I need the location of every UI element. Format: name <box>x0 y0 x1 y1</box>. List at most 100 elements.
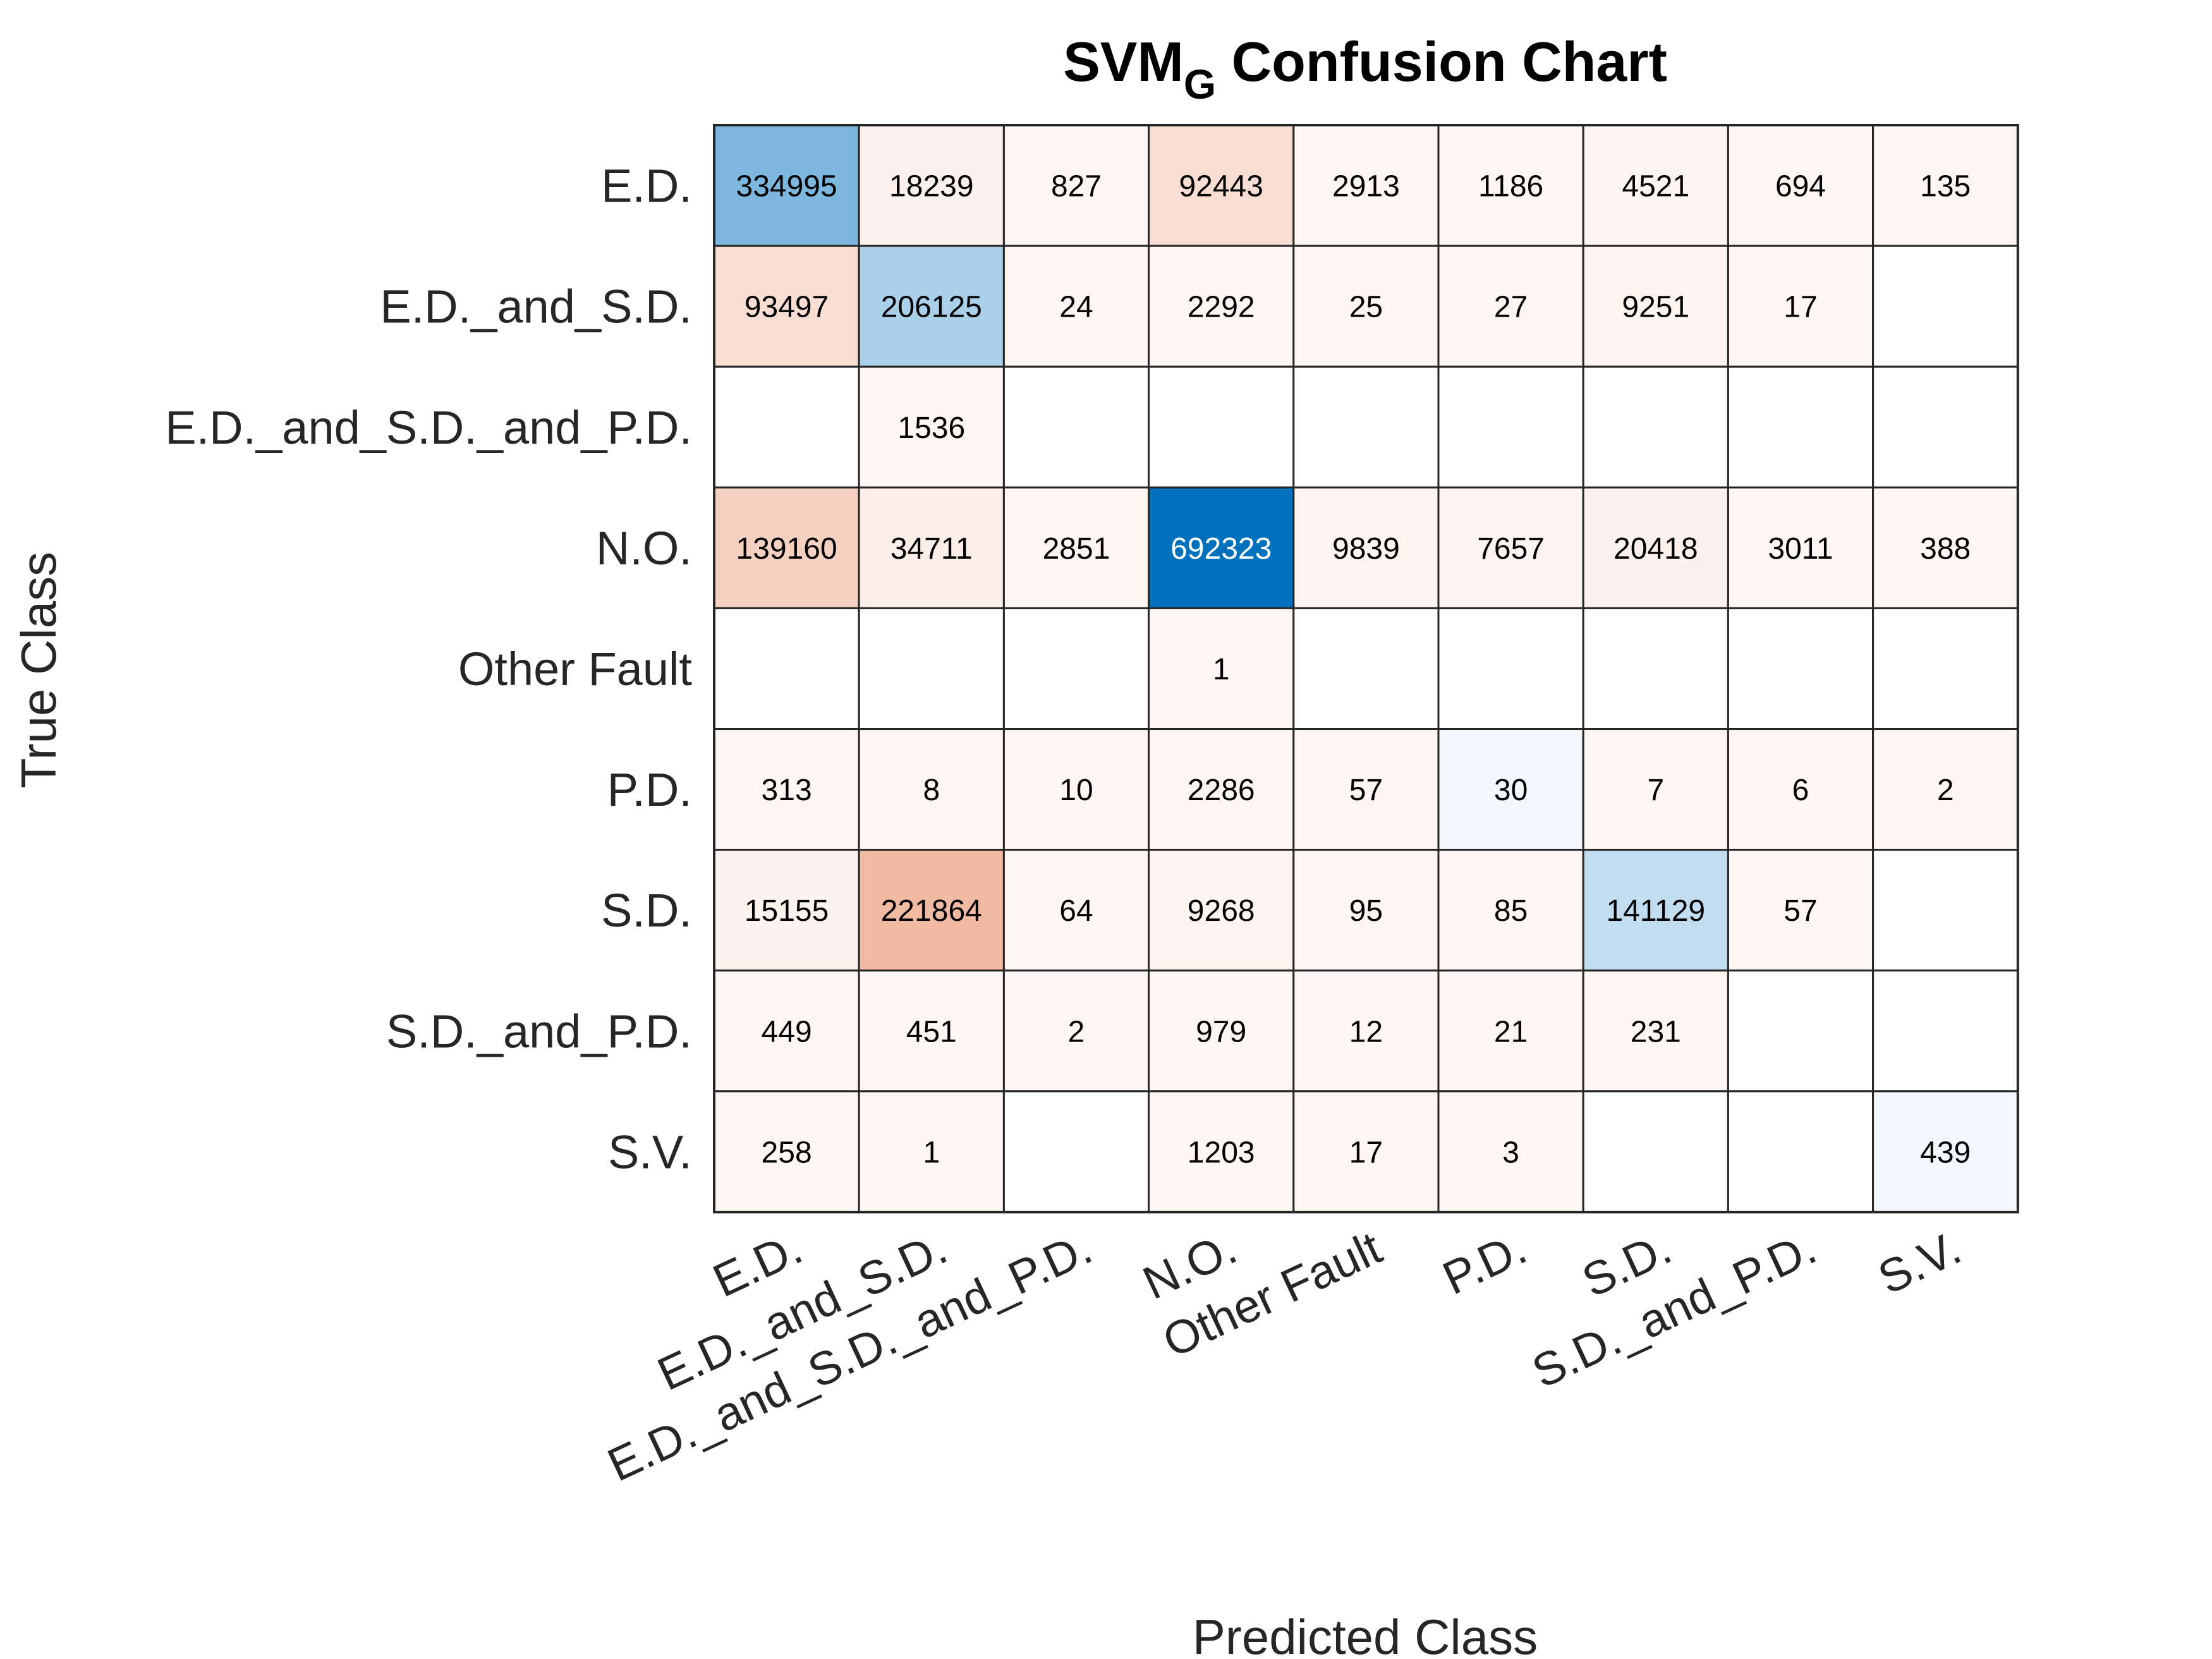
heatmap-cell <box>1148 124 1295 247</box>
heatmap-cell <box>1582 365 1729 489</box>
cell-value-label: 2913 <box>1332 170 1400 204</box>
heatmap-cell <box>858 1090 1005 1213</box>
cell-value-label: 827 <box>1051 170 1102 204</box>
cell-value-label: 8 <box>923 774 940 807</box>
heatmap-cell <box>858 365 1005 489</box>
heatmap-cell <box>1872 728 2019 851</box>
cell-value-label: 17 <box>1784 291 1817 324</box>
cell-value-label: 9839 <box>1332 532 1400 566</box>
cell-value-label: 231 <box>1631 1015 1681 1048</box>
cell-value-label: 206125 <box>881 291 982 324</box>
cell-value-label: 1 <box>1213 653 1230 686</box>
chart-title-text: SVMG Confusion Chart <box>1063 30 1667 107</box>
cell-value-label: 64 <box>1059 894 1093 928</box>
cell-value-label: 313 <box>762 774 812 807</box>
chart-title: SVMG Confusion Chart <box>1063 30 1667 107</box>
heatmap-cell <box>1148 365 1295 489</box>
y-tick-label: E.D._and_S.D. <box>380 281 692 333</box>
cell-value-label: 334995 <box>736 170 837 204</box>
cell-value-label: 449 <box>762 1015 812 1048</box>
heatmap-cell <box>1148 486 1295 609</box>
heatmap-cell <box>858 124 1005 247</box>
heatmap-cell <box>1002 849 1150 972</box>
x-tick-label: S.D._and_P.D. <box>1524 1221 1824 1398</box>
cell-value-label: 15155 <box>744 894 829 928</box>
cell-value-label: 9268 <box>1188 894 1255 928</box>
heatmap-cell <box>1437 607 1584 731</box>
heatmap-cell <box>1002 245 1150 368</box>
cell-value-label: 694 <box>1775 170 1826 204</box>
heatmap-cell <box>1292 607 1440 731</box>
heatmap-cell <box>1727 245 1875 368</box>
x-tick-label: S.V. <box>1870 1221 1969 1304</box>
cell-value-label: 27 <box>1494 291 1528 324</box>
y-axis-label: True Class <box>11 552 66 788</box>
cell-value-label: 2292 <box>1188 291 1255 324</box>
cell-value-label: 20418 <box>1613 532 1698 566</box>
cell-value-label: 7657 <box>1477 532 1545 566</box>
cell-value-label: 12 <box>1349 1015 1383 1048</box>
heatmap-cell <box>713 607 860 731</box>
heatmap-cell <box>1292 365 1440 489</box>
heatmap-cell <box>1437 124 1584 247</box>
y-tick-label: Other Fault <box>458 643 693 695</box>
cell-value-label: 25 <box>1349 291 1383 324</box>
y-tick-label: P.D. <box>607 763 692 816</box>
heatmap-cell <box>1292 849 1440 972</box>
heatmap-cell <box>1292 1090 1440 1213</box>
cell-value-label: 2 <box>1937 774 1954 807</box>
heatmap-cell <box>858 849 1005 972</box>
cell-value-label: 388 <box>1920 532 1971 566</box>
heatmap-cell <box>1002 969 1150 1093</box>
cell-value-label: 17 <box>1349 1136 1383 1169</box>
cell-value-label: 24 <box>1059 291 1093 324</box>
cell-value-label: 692323 <box>1170 532 1272 566</box>
cell-value-label: 258 <box>762 1136 812 1169</box>
heatmap-cell <box>713 124 860 247</box>
heatmap-cell <box>1002 607 1150 731</box>
cell-value-label: 7 <box>1647 774 1664 807</box>
heatmap-cell <box>713 245 860 368</box>
cell-value-label: 34711 <box>890 532 973 566</box>
cell-value-label: 141129 <box>1606 894 1705 928</box>
heatmap-cell <box>1002 365 1150 489</box>
cell-value-label: 85 <box>1494 894 1528 928</box>
heatmap-cell <box>1292 486 1440 609</box>
heatmap-cell <box>1872 486 2019 609</box>
cell-value-label: 6 <box>1792 774 1809 807</box>
heatmap-cell <box>713 486 860 609</box>
heatmap-cell <box>1582 1090 1729 1213</box>
cell-value-label: 93497 <box>744 291 829 324</box>
heatmap-cell <box>1148 969 1295 1093</box>
cell-value-label: 979 <box>1196 1015 1246 1048</box>
cell-value-label: 95 <box>1349 894 1383 928</box>
heatmap-cell <box>858 607 1005 731</box>
cell-value-label: 2 <box>1068 1015 1085 1048</box>
heatmap-cell <box>1727 1090 1875 1213</box>
x-tick-label: P.D. <box>1435 1221 1534 1304</box>
heatmap-cell <box>1727 849 1875 972</box>
heatmap-cell <box>1002 1090 1150 1213</box>
cell-value-label: 439 <box>1920 1136 1971 1169</box>
x-tick-labels: E.D.E.D._and_S.D.E.D._and_S.D._and_P.D. N… <box>600 1221 1969 1492</box>
cell-value-label: 21 <box>1494 1015 1528 1048</box>
heatmap-cell <box>713 365 860 489</box>
heatmap-cell <box>1148 1090 1295 1213</box>
heatmap-cell <box>1727 607 1875 731</box>
cell-value-label: 2286 <box>1188 774 1255 807</box>
heatmap-cell <box>1437 969 1584 1093</box>
cell-value-label: 30 <box>1494 774 1528 807</box>
heatmap-cell <box>1727 728 1875 851</box>
heatmap-border <box>713 124 2019 1213</box>
heatmap-cell <box>713 728 860 851</box>
cell-value-label: 2851 <box>1043 532 1110 566</box>
cell-value-label: 57 <box>1349 774 1383 807</box>
heatmap-cell <box>1872 607 2019 731</box>
heatmap-cell <box>858 486 1005 609</box>
heatmap-cell <box>1437 849 1584 972</box>
heatmap-cell <box>713 849 860 972</box>
cell-value-label: 4521 <box>1622 170 1689 204</box>
heatmap-cell <box>1002 486 1150 609</box>
y-tick-label: S.V. <box>608 1126 692 1178</box>
